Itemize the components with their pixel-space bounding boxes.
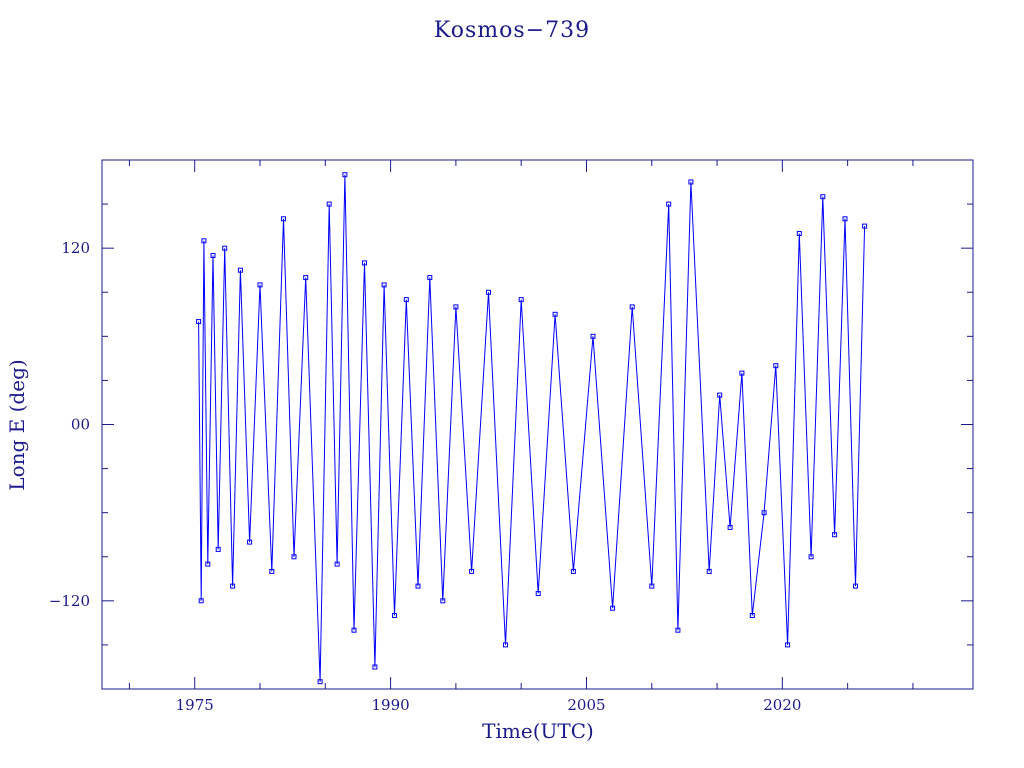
y-axis-label: Long E (deg) <box>5 359 29 490</box>
data-point <box>629 304 635 310</box>
data-point <box>351 627 357 633</box>
x-tick-label: 1975 <box>176 696 214 714</box>
data-point <box>469 568 475 574</box>
data-point <box>317 679 323 685</box>
data-point <box>403 297 409 303</box>
data-point <box>853 583 858 589</box>
data-point <box>342 172 348 178</box>
data-point <box>198 598 204 604</box>
y-tick-label: 00 <box>71 416 90 434</box>
data-point <box>666 201 672 207</box>
data-point <box>201 238 207 244</box>
data-point <box>749 613 755 618</box>
chart-title: Kosmos−739 <box>434 18 590 43</box>
data-point <box>215 546 221 552</box>
data-point <box>688 179 694 185</box>
data-point <box>535 591 541 596</box>
data-point <box>518 297 524 303</box>
axis-ticks: 1975 1990 2005 2020 120 00 −120 <box>49 160 973 714</box>
data-point <box>392 613 397 618</box>
data-point <box>808 554 814 560</box>
data-point <box>706 568 712 574</box>
data-point <box>842 216 848 222</box>
y-tick-label: −120 <box>49 592 90 610</box>
data-point <box>237 267 243 273</box>
data-point <box>796 231 802 236</box>
data-point <box>196 319 202 325</box>
plot-data <box>196 172 868 685</box>
data-point <box>427 275 433 281</box>
data-point <box>210 253 216 258</box>
data-point <box>372 664 378 670</box>
data-point <box>222 245 228 251</box>
data-point <box>552 311 558 317</box>
data-point <box>334 561 340 567</box>
data-point <box>820 194 826 200</box>
data-point <box>440 598 446 604</box>
data-point <box>291 554 297 560</box>
data-point <box>727 524 733 530</box>
data-point <box>257 282 263 288</box>
data-point <box>785 642 791 648</box>
data-point <box>230 583 236 589</box>
y-tick-label: 120 <box>61 239 90 257</box>
data-point <box>739 370 745 376</box>
x-tick-label: 1990 <box>371 696 409 714</box>
data-point <box>773 363 779 369</box>
data-point <box>570 568 576 574</box>
data-point <box>326 201 332 207</box>
data-point <box>281 216 286 222</box>
data-point <box>205 561 211 567</box>
series-line <box>198 174 866 682</box>
data-point <box>269 568 275 574</box>
data-point <box>247 539 253 545</box>
data-point <box>610 605 616 611</box>
data-point <box>761 510 767 516</box>
data-point <box>717 392 723 398</box>
data-point <box>453 304 459 310</box>
x-axis-label: Time(UTC) <box>482 719 594 743</box>
data-point <box>590 333 596 339</box>
data-point <box>381 282 387 288</box>
data-point <box>303 275 309 281</box>
x-tick-label: 2005 <box>567 696 605 714</box>
data-point <box>415 583 421 589</box>
data-point <box>486 289 491 295</box>
data-point <box>675 627 681 633</box>
data-point <box>362 260 367 266</box>
data-point <box>832 532 838 538</box>
data-point <box>503 642 508 648</box>
data-point <box>649 583 655 589</box>
x-tick-label: 2020 <box>763 696 801 714</box>
data-point <box>862 223 868 229</box>
